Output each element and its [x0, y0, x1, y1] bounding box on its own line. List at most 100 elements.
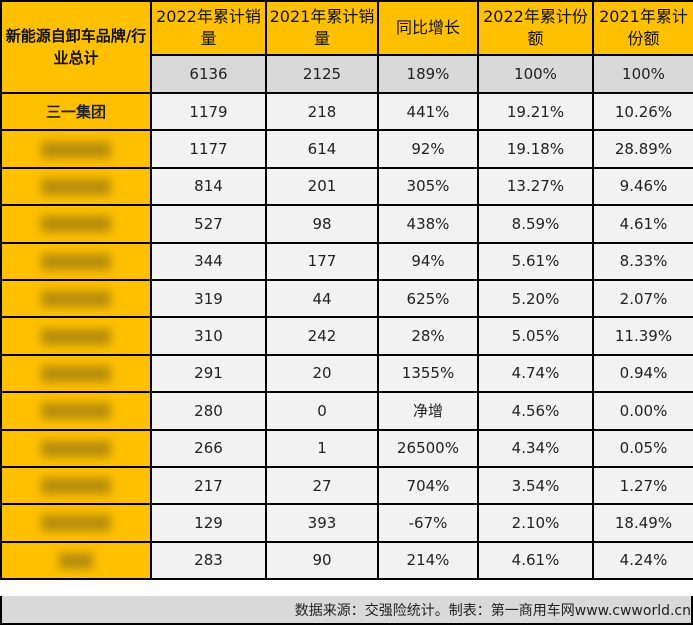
header-row: 新能源自卸车品牌/行业总计 2022年累计销量 2021年累计销量 同比增长 2… — [0, 0, 693, 94]
value-cell: 18.49% — [592, 503, 693, 543]
brand-column-header: 新能源自卸车品牌/行业总计 — [0, 0, 152, 94]
blurred-brand-name — [41, 216, 111, 233]
value-cell: 0.00% — [592, 391, 693, 431]
value-cell: 44 — [265, 278, 379, 319]
total-cell: 100% — [477, 54, 594, 94]
value-cell: 129 — [150, 503, 267, 543]
total-cell: 6136 — [150, 54, 267, 94]
table-row: 三一集团 1179 218 441% 19.21% 10.26% — [0, 91, 693, 132]
blurred-brand-name — [41, 403, 111, 420]
blurred-brand-name — [41, 328, 111, 345]
value-cell: 11.39% — [592, 316, 693, 356]
value-cell: 214% — [377, 540, 479, 581]
brand-name: 三一集团 — [45, 103, 106, 122]
blurred-brand-name — [41, 291, 111, 308]
column-header: 2022年累计销量 — [150, 0, 267, 56]
value-cell: 94% — [377, 241, 479, 281]
table-row: 527 98 438% 8.59% 4.61% — [0, 204, 693, 244]
table-row: 291 20 1355% 4.74% 0.94% — [0, 353, 693, 394]
table-row: 280 0 净增 4.56% 0.00% — [0, 391, 693, 431]
value-cell: 217 — [150, 465, 267, 506]
value-cell: 310 — [150, 316, 267, 356]
table-row: 319 44 625% 5.20% 2.07% — [0, 278, 693, 319]
blurred-brand-name — [41, 515, 111, 532]
brand-cell — [0, 391, 152, 431]
value-cell: 0.94% — [592, 353, 693, 394]
value-cell: 4.34% — [477, 428, 594, 468]
value-cell: 704% — [377, 465, 479, 506]
blurred-brand-name — [41, 365, 111, 382]
table-row: 283 90 214% 4.61% 4.24% — [0, 540, 693, 581]
total-cell: 100% — [592, 54, 693, 94]
blurred-brand-name — [41, 478, 111, 495]
column-header: 2021年累计销量 — [265, 0, 379, 56]
value-cell: 5.05% — [477, 316, 594, 356]
brand-cell — [0, 428, 152, 468]
blurred-brand-name — [41, 178, 111, 195]
value-cell: 5.20% — [477, 278, 594, 319]
blurred-brand-name — [59, 552, 93, 569]
value-cell: 净增 — [377, 391, 479, 431]
value-cell: 5.61% — [477, 241, 594, 281]
value-cell: 20 — [265, 353, 379, 394]
value-cell: 4.61% — [477, 540, 594, 581]
value-cell: 319 — [150, 278, 267, 319]
value-cell: 13.27% — [477, 166, 594, 207]
total-cell: 2125 — [265, 54, 379, 94]
value-cell: 393 — [265, 503, 379, 543]
column-header: 同比增长 — [377, 0, 479, 56]
table-row: 344 177 94% 5.61% 8.33% — [0, 241, 693, 281]
value-cell: 90 — [265, 540, 379, 581]
value-cell: 218 — [265, 91, 379, 132]
value-cell: 9.46% — [592, 166, 693, 207]
value-cell: 1177 — [150, 129, 267, 169]
column-header: 2022年累计份额 — [477, 0, 594, 56]
table-row: 310 242 28% 5.05% 11.39% — [0, 316, 693, 356]
value-cell: 242 — [265, 316, 379, 356]
blurred-brand-name — [41, 141, 111, 158]
value-cell: 344 — [150, 241, 267, 281]
value-cell: 8.33% — [592, 241, 693, 281]
value-cell: 266 — [150, 428, 267, 468]
total-row: 6136 2125 189% 100% 100% — [1, 54, 693, 94]
brand-cell — [0, 540, 152, 581]
value-cell: 4.24% — [592, 540, 693, 581]
value-cell: 10.26% — [592, 91, 693, 132]
value-cell: 26500% — [377, 428, 479, 468]
table-row: 1177 614 92% 19.18% 28.89% — [0, 129, 693, 169]
value-cell: 305% — [377, 166, 479, 207]
value-cell: 28.89% — [592, 129, 693, 169]
value-cell: 28% — [377, 316, 479, 356]
value-cell: 19.18% — [477, 129, 594, 169]
value-cell: 4.61% — [592, 204, 693, 244]
value-cell: 438% — [377, 204, 479, 244]
source-footer: 数据来源：交强险统计。制表：第一商用车网www.cwworld.cn — [0, 596, 693, 625]
value-cell: 291 — [150, 353, 267, 394]
value-cell: 27 — [265, 465, 379, 506]
table-row: 217 27 704% 3.54% 1.27% — [0, 465, 693, 506]
total-cell: 189% — [377, 54, 479, 94]
value-cell: 4.56% — [477, 391, 594, 431]
value-cell: 614 — [265, 129, 379, 169]
value-cell: 1 — [265, 428, 379, 468]
table-row: 129 393 -67% 2.10% 18.49% — [0, 503, 693, 543]
value-cell: 177 — [265, 241, 379, 281]
brand-cell: 三一集团 — [0, 91, 152, 132]
value-cell: 92% — [377, 129, 479, 169]
value-cell: 1179 — [150, 91, 267, 132]
value-cell: 2.10% — [477, 503, 594, 543]
brand-cell — [0, 129, 152, 169]
value-cell: 814 — [150, 166, 267, 207]
value-cell: 2.07% — [592, 278, 693, 319]
value-cell: -67% — [377, 503, 479, 543]
value-cell: 0.05% — [592, 428, 693, 468]
brand-cell — [0, 353, 152, 394]
value-cell: 98 — [265, 204, 379, 244]
value-cell: 19.21% — [477, 91, 594, 132]
sales-table: 新能源自卸车品牌/行业总计 2022年累计销量 2021年累计销量 同比增长 2… — [0, 0, 693, 581]
value-cell: 0 — [265, 391, 379, 431]
brand-cell — [0, 241, 152, 281]
brand-cell — [0, 166, 152, 207]
value-cell: 280 — [150, 391, 267, 431]
